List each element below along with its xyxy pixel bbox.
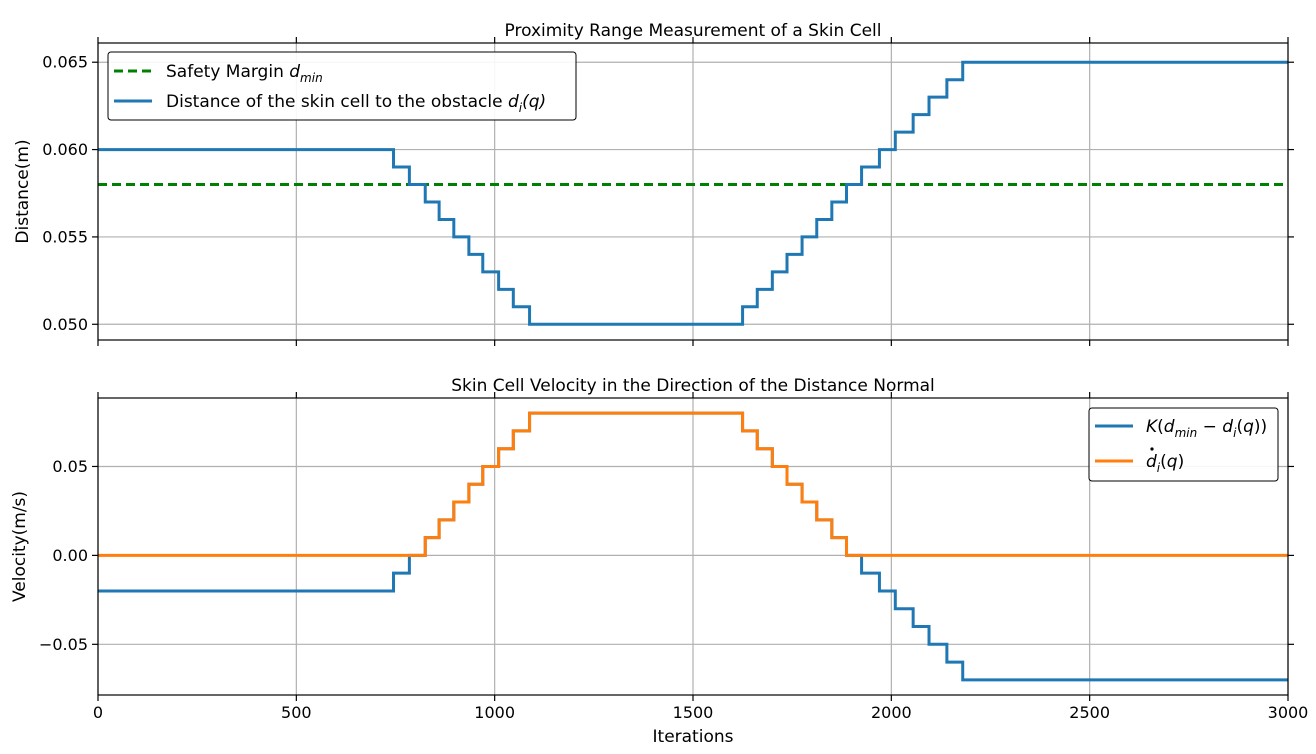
y-tick-label: 0.050 <box>42 315 88 334</box>
series-line-2 <box>98 60 1288 326</box>
x-axis-label: Iterations <box>653 727 734 747</box>
legend: K(dmin − di(q)) di(q) <box>1088 407 1279 482</box>
x-tick-label: 1500 <box>673 703 714 722</box>
legend: Safety Margin dmin Distance of the skin c… <box>107 51 577 121</box>
legend-box <box>1088 407 1279 482</box>
y-tick-label: 0.065 <box>42 53 88 72</box>
legend-box <box>107 51 577 121</box>
x-tick-label: 1000 <box>474 703 515 722</box>
x-tick-label: 2000 <box>871 703 912 722</box>
x-tick-label: 2500 <box>1069 703 1110 722</box>
legend-label: di(q) <box>1146 452 1184 475</box>
legend-label: Safety Margin dmin <box>166 62 323 85</box>
y-tick-label: 0.05 <box>52 457 88 476</box>
legend-label: K(dmin − di(q)) <box>1146 417 1267 440</box>
y-tick-label: 0.00 <box>52 546 88 565</box>
x-tick-label: 500 <box>281 703 312 722</box>
derivative-dot <box>1150 447 1154 451</box>
y-tick-label: 0.060 <box>42 140 88 159</box>
chart-title: Proximity Range Measurement of a Skin Ce… <box>505 21 882 41</box>
chart-title: Skin Cell Velocity in the Direction of t… <box>451 376 935 396</box>
legend-label: Distance of the skin cell to the obstacl… <box>166 92 546 115</box>
y-axis-label: Distance(m) <box>13 139 33 243</box>
y-axis-label: Velocity(m/s) <box>10 491 30 602</box>
y-tick-label: 0.055 <box>42 227 88 246</box>
x-tick-label: 0 <box>93 703 103 722</box>
distance-subplot: 0.050 0.055 0.060 0.065 Proximity Range Meas… <box>13 21 1294 346</box>
velocity-subplot: 0 500 1000 1500 2000 2500 3000 −0.05 0.00 0.05 Ski… <box>10 376 1308 747</box>
x-tick-label: 3000 <box>1268 703 1309 722</box>
y-tick-label: −0.05 <box>39 635 88 654</box>
series-line-2 <box>98 411 1288 557</box>
